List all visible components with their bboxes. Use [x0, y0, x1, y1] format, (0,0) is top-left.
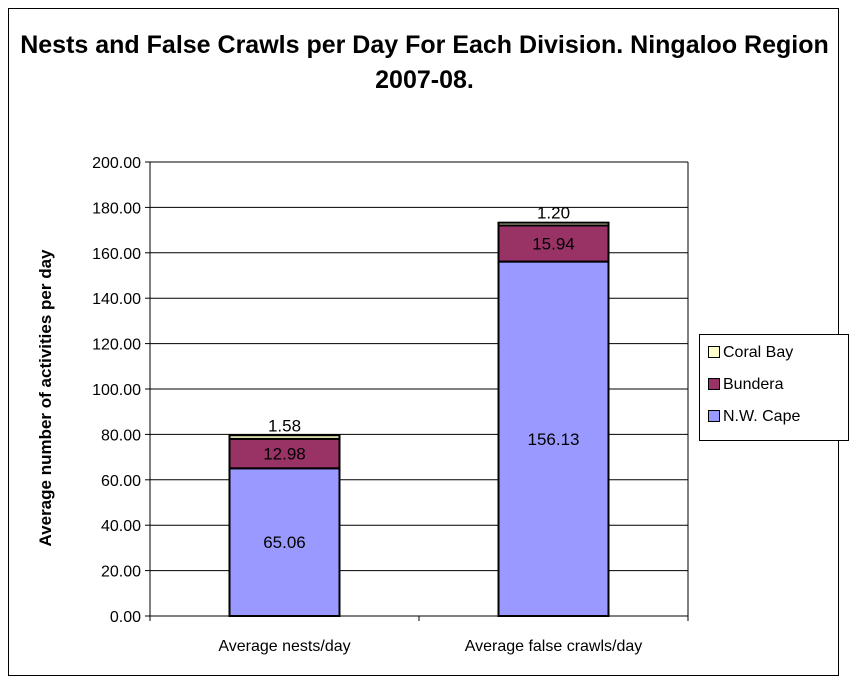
bar-segment: [228, 434, 341, 440]
legend-item: Bundera: [708, 375, 784, 395]
x-tick-label: Average false crawls/day: [465, 638, 643, 655]
axes: 0.00 20.00 40.00 60.00 80.00 100.00 120.00 140.…: [92, 155, 689, 655]
data-label: 15.94: [532, 234, 575, 253]
bar-segment: [228, 437, 341, 470]
data-label: 156.13: [528, 430, 580, 449]
x-tick-label: Average nests/day: [218, 638, 350, 655]
legend-label: N.W. Cape: [723, 408, 801, 425]
legend-label: Coral Bay: [723, 344, 794, 361]
legend-label: Bundera: [723, 376, 784, 393]
bar-segment: [497, 221, 610, 227]
data-label: 65.06: [263, 533, 306, 552]
data-label: 1.58: [268, 416, 301, 435]
y-tick-label: 120.00: [92, 337, 141, 354]
data-labels: 65.06 12.98 1.58 156.13 15.94 1.20: [263, 204, 579, 552]
legend: Coral Bay Bundera N.W. Cape: [699, 334, 849, 441]
y-tick-label: 160.00: [92, 246, 141, 263]
data-label: 1.20: [537, 204, 570, 223]
legend-swatch: [708, 410, 720, 422]
y-tick-label: 80.00: [101, 427, 141, 444]
y-tick-label: 0.00: [110, 609, 141, 626]
bar-segment: [497, 260, 610, 617]
data-label: 12.98: [263, 445, 306, 464]
y-tick-label: 20.00: [101, 564, 141, 581]
y-tick-label: 40.00: [101, 518, 141, 535]
legend-swatch: [708, 346, 720, 358]
bars: [228, 221, 610, 618]
y-tick-label: 100.00: [92, 382, 141, 399]
legend-item: N.W. Cape: [708, 407, 800, 427]
y-tick-label: 60.00: [101, 473, 141, 490]
chart-title: Nests and False Crawls per Day For Each …: [20, 31, 829, 94]
y-tick-label: 200.00: [92, 155, 141, 172]
bar-segment: [497, 224, 610, 263]
y-tick-label: 140.00: [92, 291, 141, 308]
y-tick-label: 180.00: [92, 200, 141, 217]
y-axis-title: Average number of activities per day: [36, 249, 55, 547]
legend-item: Coral Bay: [708, 343, 793, 363]
legend-swatch: [708, 378, 720, 390]
